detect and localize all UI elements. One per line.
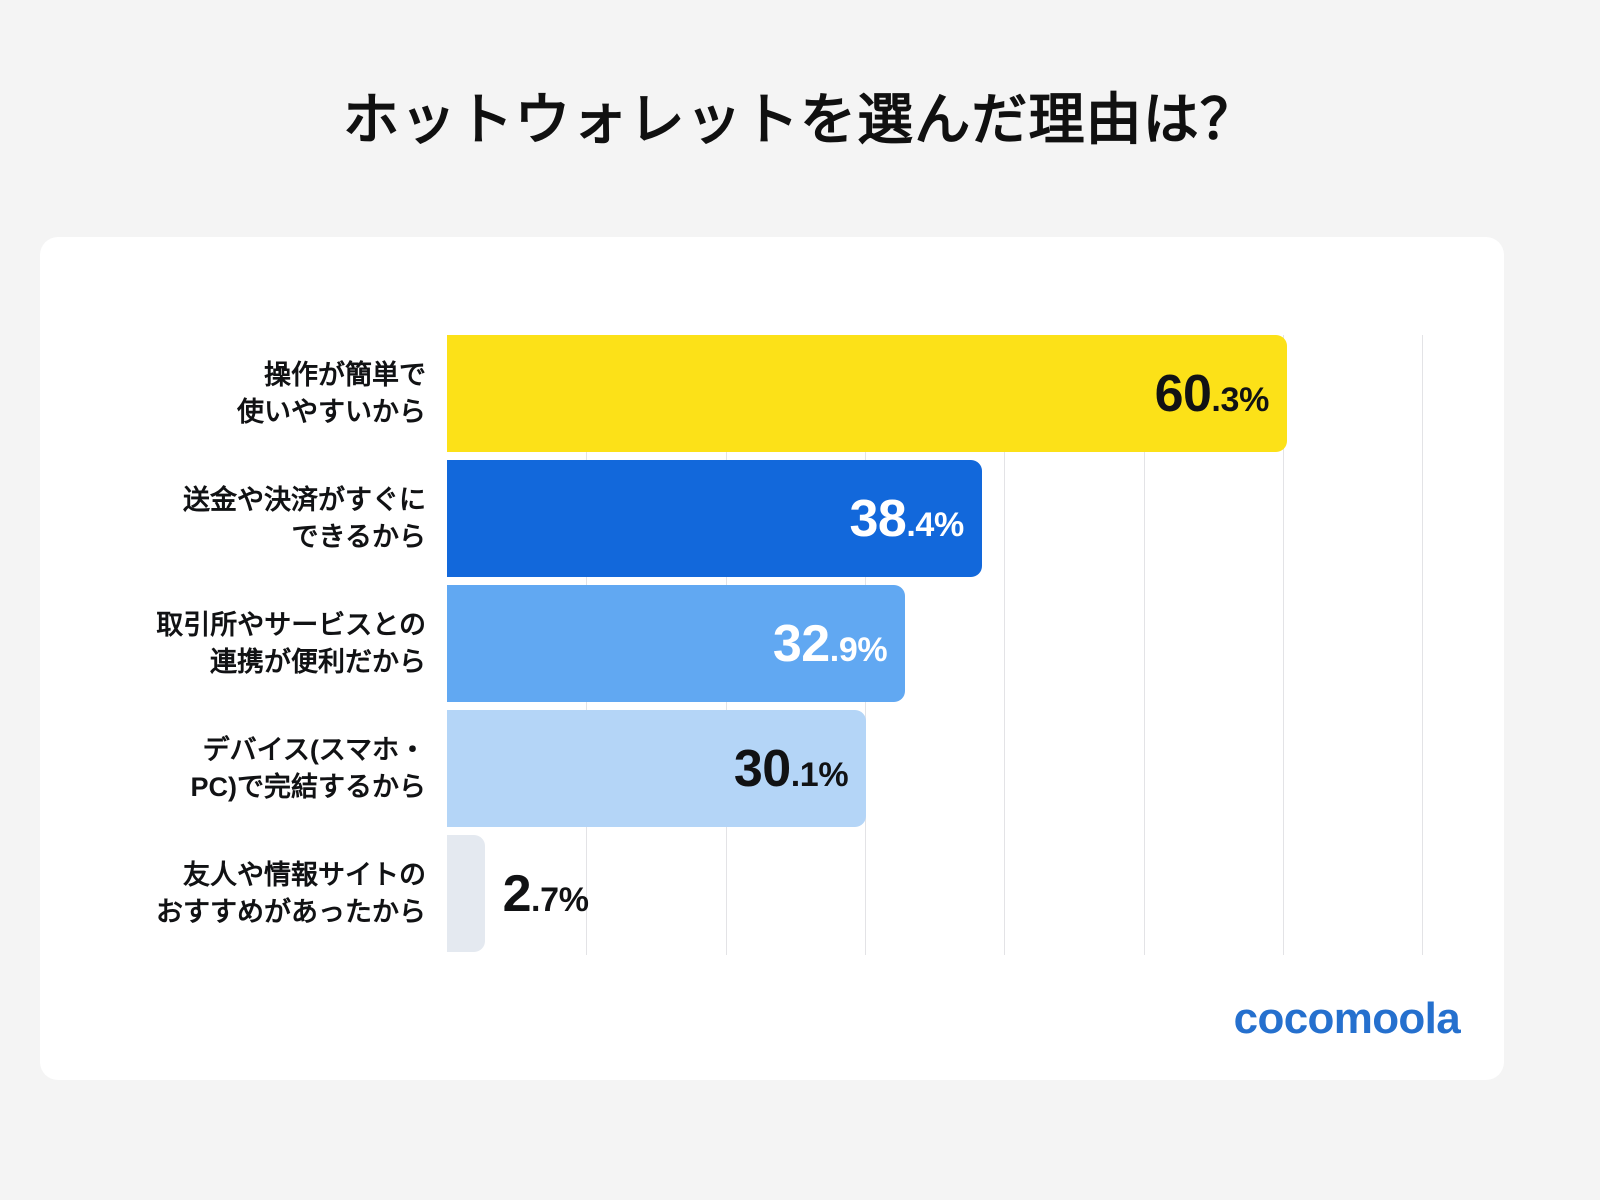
bar-row[interactable]: 60.3% <box>447 335 1504 452</box>
category-label-line: できるから <box>291 521 426 552</box>
bar-value-fraction: .1% <box>790 755 849 794</box>
bar[interactable] <box>447 335 1287 452</box>
bar-value-whole: 2 <box>502 864 532 923</box>
bar-value-fraction: .9% <box>829 630 888 669</box>
category-label-line: PC)で完結するから <box>190 771 427 802</box>
category-label: 友人や情報サイトのおすすめがあったから <box>40 835 426 952</box>
bar-value-whole: 32 <box>772 614 830 673</box>
category-label-line: 操作が簡単で <box>264 359 426 390</box>
bar-value-label: 32.9% <box>772 614 888 673</box>
bar[interactable] <box>447 835 485 952</box>
bar-series: 60.3% 38.4% 32.9% 30.1% 2.7% <box>447 335 1504 955</box>
category-label-line: 友人や情報サイトの <box>183 859 426 890</box>
bar[interactable] <box>447 585 906 702</box>
category-label-line: 送金や決済がすぐに <box>183 484 426 515</box>
bar[interactable] <box>447 710 867 827</box>
category-label-line: おすすめがあったから <box>156 896 426 927</box>
bar[interactable] <box>447 460 982 577</box>
bar-value-fraction: .3% <box>1211 380 1269 419</box>
category-label-line: デバイス(スマホ・ <box>202 734 426 765</box>
page-title: ホットウォレットを選んだ理由は？ <box>343 88 1257 151</box>
category-label: 取引所やサービスとの連携が便利だから <box>40 585 426 702</box>
category-label-line: 使いやすいから <box>237 396 426 427</box>
bar-row[interactable]: 2.7% <box>447 835 1504 952</box>
bar-value-whole: 30 <box>733 739 791 798</box>
bar-value-fraction: .4% <box>906 505 964 544</box>
category-axis: 操作が簡単で使いやすいから送金や決済がすぐにできるから取引所やサービスとの連携が… <box>40 335 440 955</box>
bar-value-whole: 60 <box>1154 364 1212 423</box>
bar-value-whole: 38 <box>849 489 907 548</box>
bar-row[interactable]: 30.1% <box>447 710 1504 827</box>
bar-value-label: 38.4% <box>849 489 965 548</box>
category-label: デバイス(スマホ・ PC)で完結するから <box>40 710 427 827</box>
bar-value-label: 60.3% <box>1154 364 1270 423</box>
category-label: 操作が簡単で使いやすいから <box>40 335 426 452</box>
category-label-line: 連携が便利だから <box>210 646 426 677</box>
bar-row[interactable]: 38.4% <box>447 460 1504 577</box>
category-label-line: 取引所やサービスとの <box>156 609 426 640</box>
chart-card: 操作が簡単で使いやすいから送金や決済がすぐにできるから取引所やサービスとの連携が… <box>40 237 1504 1080</box>
bar-row[interactable]: 32.9% <box>447 585 1504 702</box>
brand-logo: cocomoola <box>1233 994 1461 1043</box>
bar-value-fraction: .7% <box>531 880 589 919</box>
plot-area: 60.3% 38.4% 32.9% 30.1% 2.7% <box>447 335 1504 955</box>
bar-value-label: 2.7% <box>503 868 589 920</box>
category-label: 送金や決済がすぐにできるから <box>40 460 426 577</box>
bar-value-label: 30.1% <box>733 739 849 798</box>
